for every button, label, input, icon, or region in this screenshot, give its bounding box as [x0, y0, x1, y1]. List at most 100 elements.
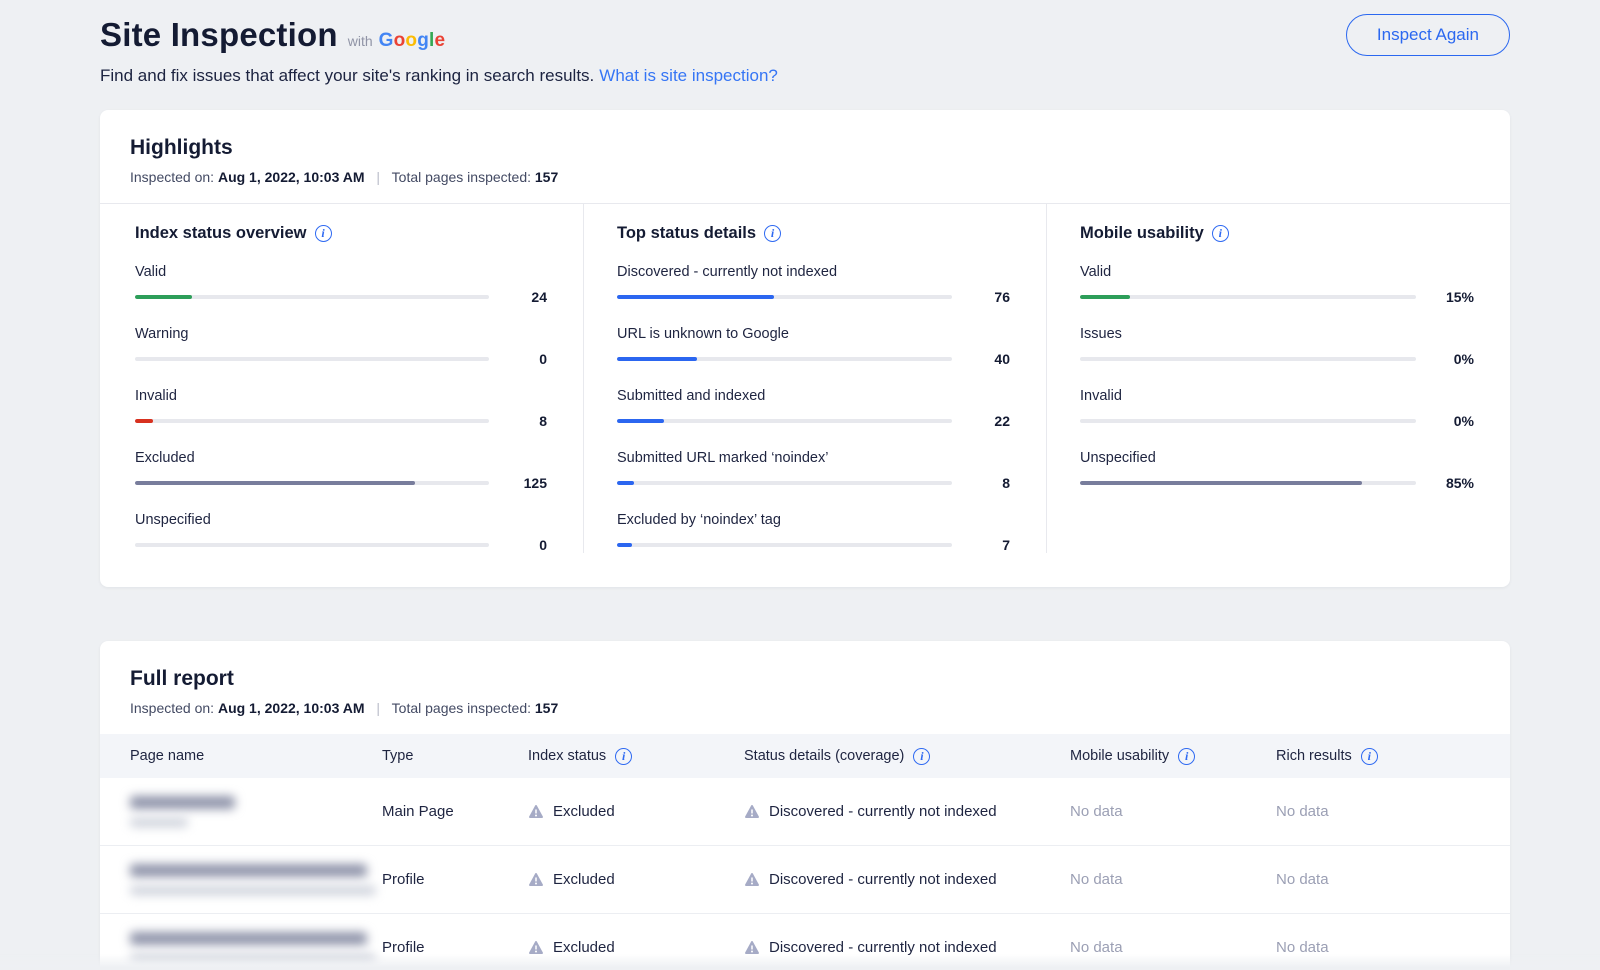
mobile-usability-cell: No data	[1070, 871, 1123, 888]
col-header-page-name: Page name	[130, 748, 205, 764]
metric-bar-fill	[617, 295, 775, 299]
metric-bar-track	[1080, 295, 1416, 299]
report-rows: Main Page Excluded Discovered - currentl…	[100, 778, 1510, 970]
metric-row: Valid 24	[135, 264, 547, 305]
page-name-cell	[130, 796, 382, 827]
metric-bar-fill	[135, 419, 153, 423]
warning-icon	[745, 941, 759, 954]
status-icon	[744, 940, 760, 955]
row-type: Main Page	[382, 803, 454, 820]
full-report-title: Full report	[130, 667, 234, 690]
metric-row: Excluded by ‘noindex’ tag 7	[617, 512, 1010, 553]
highlights-title: Highlights	[130, 136, 233, 159]
rich-results-info-icon[interactable]: i	[1360, 747, 1378, 765]
metric-column-header: Top status details i	[617, 224, 1010, 243]
status-details-cell: Discovered - currently not indexed	[744, 803, 1070, 820]
metric-value: 0%	[1453, 413, 1474, 429]
col-header-rich-results: Rich results i	[1276, 747, 1510, 765]
inspect-again-button[interactable]: Inspect Again	[1345, 14, 1510, 56]
index-status-info-icon[interactable]: i	[615, 747, 633, 765]
warning-icon	[745, 873, 759, 886]
metric-label: Excluded by ‘noindex’ tag	[617, 512, 781, 528]
metric-label: URL is unknown to Google	[617, 326, 789, 342]
metric-value: 8	[1002, 475, 1010, 491]
metric-bar-fill	[617, 357, 698, 361]
index-status-cell: Excluded	[528, 939, 744, 956]
warning-icon	[529, 805, 543, 818]
total-pages-value: 157	[534, 700, 559, 716]
status-details-cell: Discovered - currently not indexed	[744, 871, 1070, 888]
mobile-usability-cell: No data	[1070, 803, 1123, 820]
metric-value: 0%	[1453, 351, 1474, 367]
metric-rows: Valid 15% Issues 0% Invalid 0% Unspecifi…	[1080, 264, 1474, 491]
status-details-info-icon[interactable]: i	[913, 747, 931, 765]
metric-value: 7	[1002, 537, 1010, 553]
metric-row: Discovered - currently not indexed 76	[617, 264, 1010, 305]
google-logo: Google	[378, 30, 446, 51]
metric-label: Invalid	[1080, 388, 1122, 404]
metric-bar-track	[617, 419, 952, 423]
status-icon	[744, 804, 760, 819]
table-row: Main Page Excluded Discovered - currentl…	[100, 778, 1510, 846]
metric-bar-track	[617, 357, 952, 361]
highlights-divider	[100, 203, 1510, 204]
rich-results-cell: No data	[1276, 871, 1329, 888]
metric-column-info-icon[interactable]: i	[314, 225, 332, 242]
metric-label: Submitted URL marked ‘noindex’	[617, 450, 829, 466]
metric-column-header: Index status overview i	[135, 224, 547, 243]
metric-bar-track	[617, 295, 952, 299]
full-report-card: Full report Inspected on: Aug 1, 2022, 1…	[100, 641, 1510, 970]
metric-bar-track	[135, 295, 489, 299]
highlights-meta: Inspected on: Aug 1, 2022, 10:03 AM | To…	[130, 169, 1480, 203]
metric-bar-fill	[617, 481, 634, 485]
metric-label: Invalid	[135, 388, 177, 404]
index-status-label: Excluded	[553, 803, 615, 820]
highlights-card: Highlights Inspected on: Aug 1, 2022, 10…	[100, 110, 1510, 587]
metric-column-info-icon[interactable]: i	[1211, 225, 1229, 242]
metric-bar-fill	[135, 481, 415, 485]
metric-value: 76	[994, 289, 1010, 305]
index-status-label: Excluded	[553, 871, 615, 888]
status-icon	[528, 872, 544, 887]
full-report-meta: Inspected on: Aug 1, 2022, 10:03 AM | To…	[130, 700, 1480, 734]
page-name-cell	[130, 932, 382, 963]
metric-row: Excluded 125	[135, 450, 547, 491]
metric-row: Valid 15%	[1080, 264, 1474, 305]
status-icon	[528, 940, 544, 955]
mobile-usability-info-icon[interactable]: i	[1178, 747, 1196, 765]
metric-row: Invalid 8	[135, 388, 547, 429]
metric-bar-track	[1080, 481, 1416, 485]
metric-bar-track	[617, 543, 952, 547]
metric-column-title: Top status details	[617, 224, 757, 242]
page-name-blur-line2	[130, 954, 376, 963]
metric-bar-track	[135, 543, 489, 547]
what-is-site-inspection-link[interactable]: What is site inspection?	[599, 66, 778, 85]
total-pages-label: Total pages inspected:	[391, 169, 531, 185]
meta-separator: |	[376, 700, 381, 716]
report-table-header: Page name Type Index status i Status deta…	[100, 734, 1510, 778]
table-row: Profile Excluded Discovered - currently …	[100, 914, 1510, 970]
page-header: Site Inspection with Google Inspect Agai…	[0, 0, 1600, 86]
warning-icon	[745, 805, 759, 818]
metric-column-header: Mobile usability i	[1080, 224, 1474, 243]
page-name-blur-line2	[130, 886, 376, 895]
metric-row: Unspecified 0	[135, 512, 547, 553]
index-status-cell: Excluded	[528, 803, 744, 820]
meta-separator: |	[376, 169, 381, 185]
metric-column: Top status details i Discovered - curren…	[583, 204, 1046, 553]
metric-bar-fill	[135, 295, 192, 299]
col-header-type: Type	[382, 748, 414, 764]
metric-column-info-icon[interactable]: i	[764, 225, 782, 242]
status-details-label: Discovered - currently not indexed	[769, 871, 997, 888]
metric-row: Submitted URL marked ‘noindex’ 8	[617, 450, 1010, 491]
highlights-columns: Index status overview i Valid 24 Warning…	[100, 204, 1510, 587]
inspected-on-value: Aug 1, 2022, 10:03 AM	[217, 700, 365, 716]
page-title: Site Inspection	[100, 16, 338, 53]
metric-label: Excluded	[135, 450, 195, 466]
metric-label: Warning	[135, 326, 189, 342]
metric-column: Mobile usability i Valid 15% Issues 0% I…	[1046, 204, 1510, 553]
warning-icon	[529, 873, 543, 886]
table-row: Profile Excluded Discovered - currently …	[100, 846, 1510, 914]
col-header-status-details: Status details (coverage) i	[744, 747, 1070, 765]
rich-results-cell: No data	[1276, 803, 1329, 820]
